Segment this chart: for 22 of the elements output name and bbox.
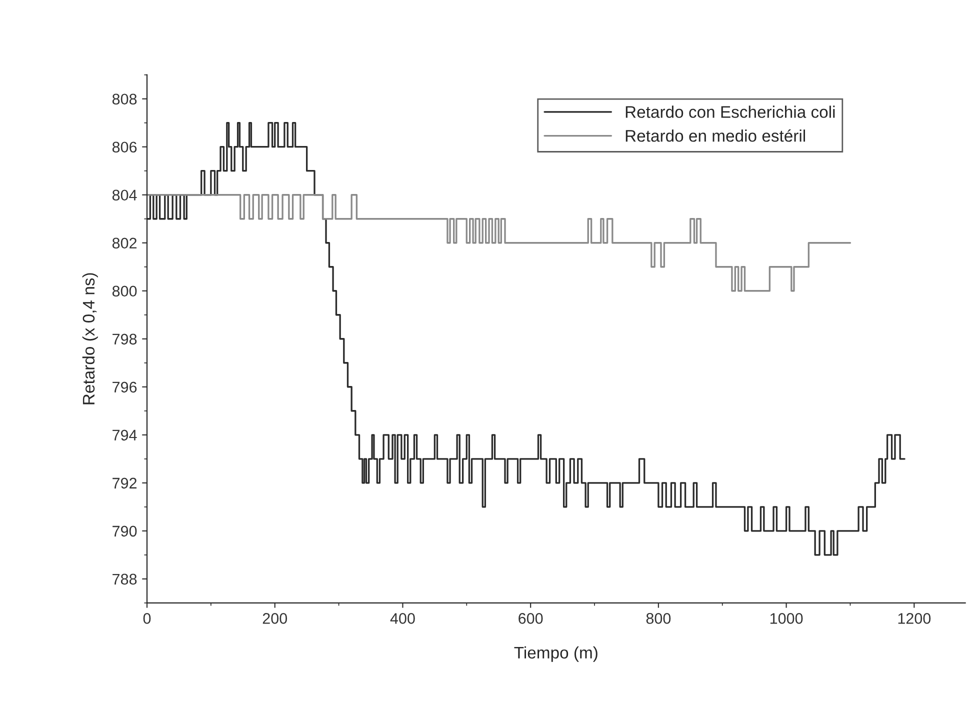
x-axis-title: Tiempo (m) (514, 646, 598, 662)
x-tick-label: 600 (518, 613, 543, 624)
y-tick-label: 794 (112, 430, 137, 441)
y-tick-label: 808 (112, 94, 137, 105)
y-tick-label: 806 (112, 142, 137, 153)
y-tick-label: 790 (112, 526, 137, 537)
y-tick-label: 802 (112, 238, 137, 249)
x-tick-label: 200 (262, 613, 288, 624)
x-tick-label: 0 (143, 613, 151, 624)
legend-label: Retardo con Escherichia coli (626, 106, 835, 118)
y-tick-label: 792 (112, 478, 137, 489)
x-tick-label: 1200 (898, 613, 931, 624)
y-tick-label: 800 (112, 286, 137, 297)
y-tick-label: 804 (112, 190, 137, 201)
y-tick-label: 798 (112, 334, 137, 345)
x-tick-label: 400 (390, 613, 415, 624)
x-tick-label: 800 (646, 613, 671, 624)
y-axis-title: Retardo (x 0,4 ns) (82, 273, 98, 404)
legend-label: Retardo en medio estéril (626, 129, 805, 142)
x-tick-label: 1000 (770, 613, 803, 624)
y-tick-label: 788 (112, 574, 137, 585)
y-tick-label: 796 (112, 382, 137, 393)
